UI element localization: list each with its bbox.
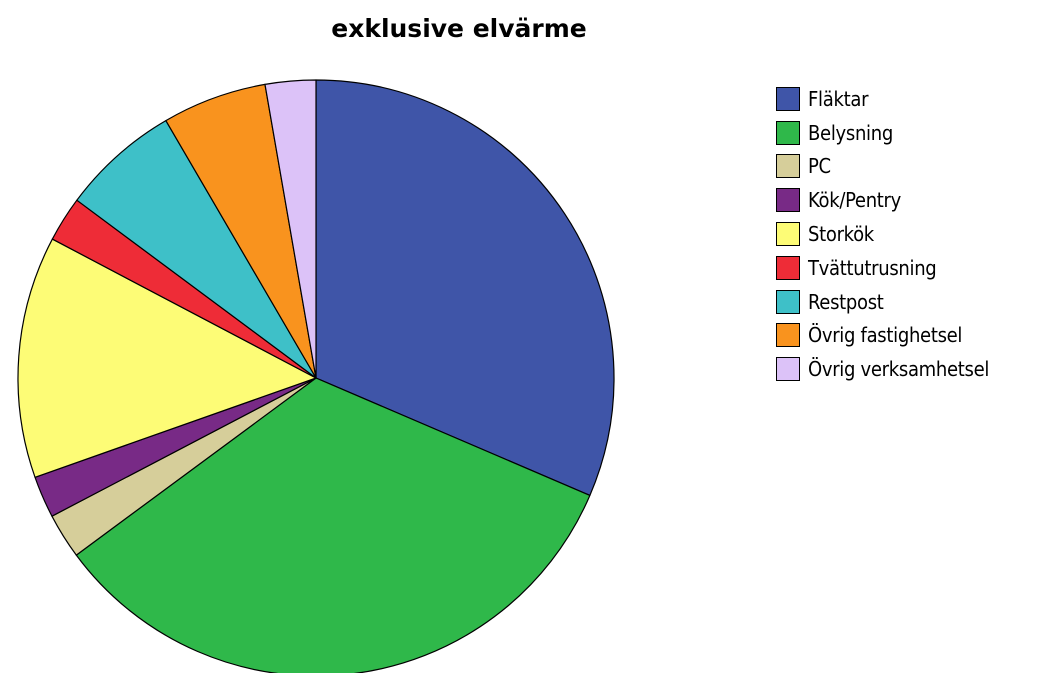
legend-label: Belysning: [808, 120, 893, 145]
pie-slice-restpost: [76, 119, 317, 379]
legend-item-kok-pentry: Kök/Pentry: [776, 183, 989, 217]
legend-swatch: [776, 188, 800, 213]
legend-swatch: [776, 86, 800, 111]
legend-swatch: [776, 357, 800, 382]
legend-swatch: [776, 289, 800, 314]
legend-label: Övrig verksamhetsel: [808, 357, 990, 382]
legend-item-restpost: Restpost: [776, 285, 989, 319]
legend-item-tvattutrusning: Tvättutrusning: [776, 251, 989, 285]
legend-item-pc: PC: [776, 150, 989, 184]
legend-item-belysning: Belysning: [776, 116, 989, 150]
legend-item-ovrig-fastighetsel: Övrig fastighetsel: [776, 319, 989, 353]
legend-swatch: [776, 120, 800, 145]
legend-label: Tvättutrusning: [808, 255, 937, 280]
pie-slice-ovrig-verksamhetsel: [264, 79, 317, 379]
legend-label: Fläktar: [808, 86, 869, 111]
legend-label: Kök/Pentry: [808, 188, 901, 213]
legend-item-ovrig-verksamhetsel: Övrig verksamhetsel: [776, 352, 989, 386]
legend-swatch: [776, 255, 800, 280]
pie-slice-belysning: [75, 377, 591, 673]
pie-slice-flaktar: [315, 79, 615, 496]
legend-swatch: [776, 154, 800, 179]
legend-label: PC: [808, 154, 831, 179]
legend-item-storkok: Storkök: [776, 217, 989, 251]
chart-title: exklusive elvärme: [331, 14, 587, 43]
legend-label: Restpost: [808, 289, 884, 314]
legend-label: Storkök: [808, 222, 874, 247]
legend-label: Övrig fastighetsel: [808, 323, 963, 348]
legend: Fläktar Belysning PC Kök/Pentry Storkök Tvätt…: [776, 82, 989, 386]
legend-swatch: [776, 323, 800, 348]
pie-slice-storkok: [17, 238, 317, 478]
legend-swatch: [776, 222, 800, 247]
legend-item-flaktar: Fläktar: [776, 82, 989, 116]
